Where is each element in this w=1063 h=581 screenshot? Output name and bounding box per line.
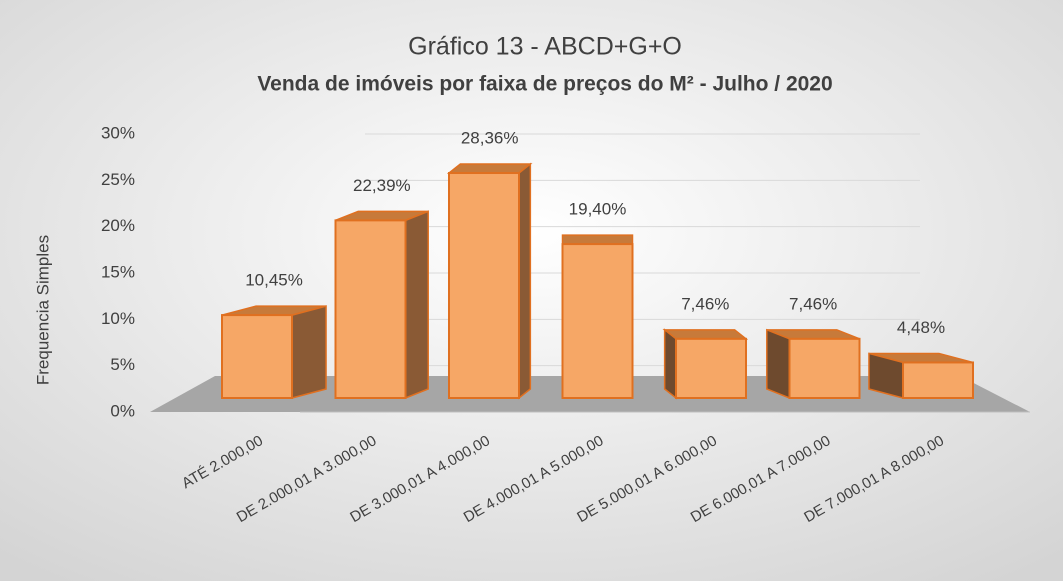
y-tick-label: 15% [101,262,135,281]
bar [561,243,634,399]
data-label: 7,46% [681,294,729,313]
data-label: 22,39% [353,176,411,195]
y-tick-label: 5% [110,355,135,374]
bar [334,219,407,399]
y-tick-label: 30% [101,123,135,142]
bar-side [404,210,429,400]
bar-side [291,305,327,399]
data-label: 7,46% [789,294,837,313]
bar-top [662,329,749,340]
bar-top [446,163,533,174]
data-label: 10,45% [245,271,303,290]
bar [221,314,293,400]
bar-side [518,162,532,400]
bar-side [663,328,677,400]
bar [902,361,974,400]
chart-subtitle: Venda de imóveis por faixa de preços do … [257,73,832,96]
y-tick-label: 0% [110,401,135,420]
bar [675,337,747,399]
chart-title: Gráfico 13 - ABCD+G+O [408,33,682,61]
data-label: 19,40% [569,200,627,219]
data-label: 28,36% [461,128,519,147]
y-tick-label: 10% [101,309,135,328]
bar [788,337,861,399]
bar-side [766,328,791,400]
bar [448,172,520,399]
data-label: 4,48% [897,318,945,337]
y-tick-label: 25% [101,170,135,189]
bar-top [561,234,634,245]
y-axis-label: Frequencia Simples [33,235,52,385]
y-tick-label: 20% [101,216,135,235]
